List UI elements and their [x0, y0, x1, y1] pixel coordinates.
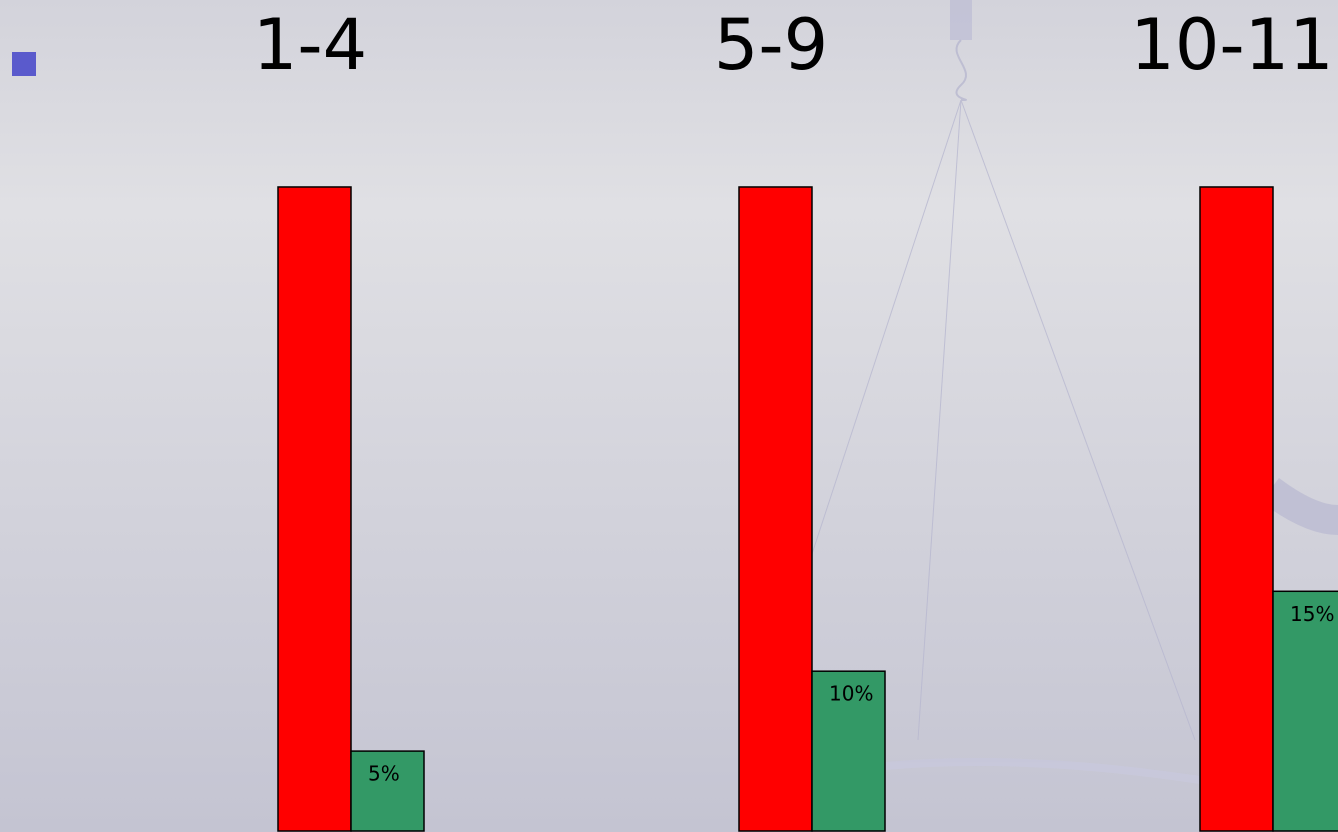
value-label: 5% [368, 762, 400, 786]
bar [811, 670, 886, 832]
category-label: 5-9 [714, 4, 828, 86]
scale-decoration [809, 0, 1338, 784]
bar [277, 186, 352, 832]
value-label: 15% [1290, 602, 1334, 626]
category-label: 10-11 [1130, 4, 1333, 86]
bar [738, 186, 813, 832]
category-label: 1-4 [253, 4, 367, 86]
bar [1272, 590, 1338, 832]
bullet [12, 52, 36, 76]
bar [1199, 186, 1274, 832]
bar [350, 750, 425, 832]
value-label: 10% [829, 682, 873, 706]
